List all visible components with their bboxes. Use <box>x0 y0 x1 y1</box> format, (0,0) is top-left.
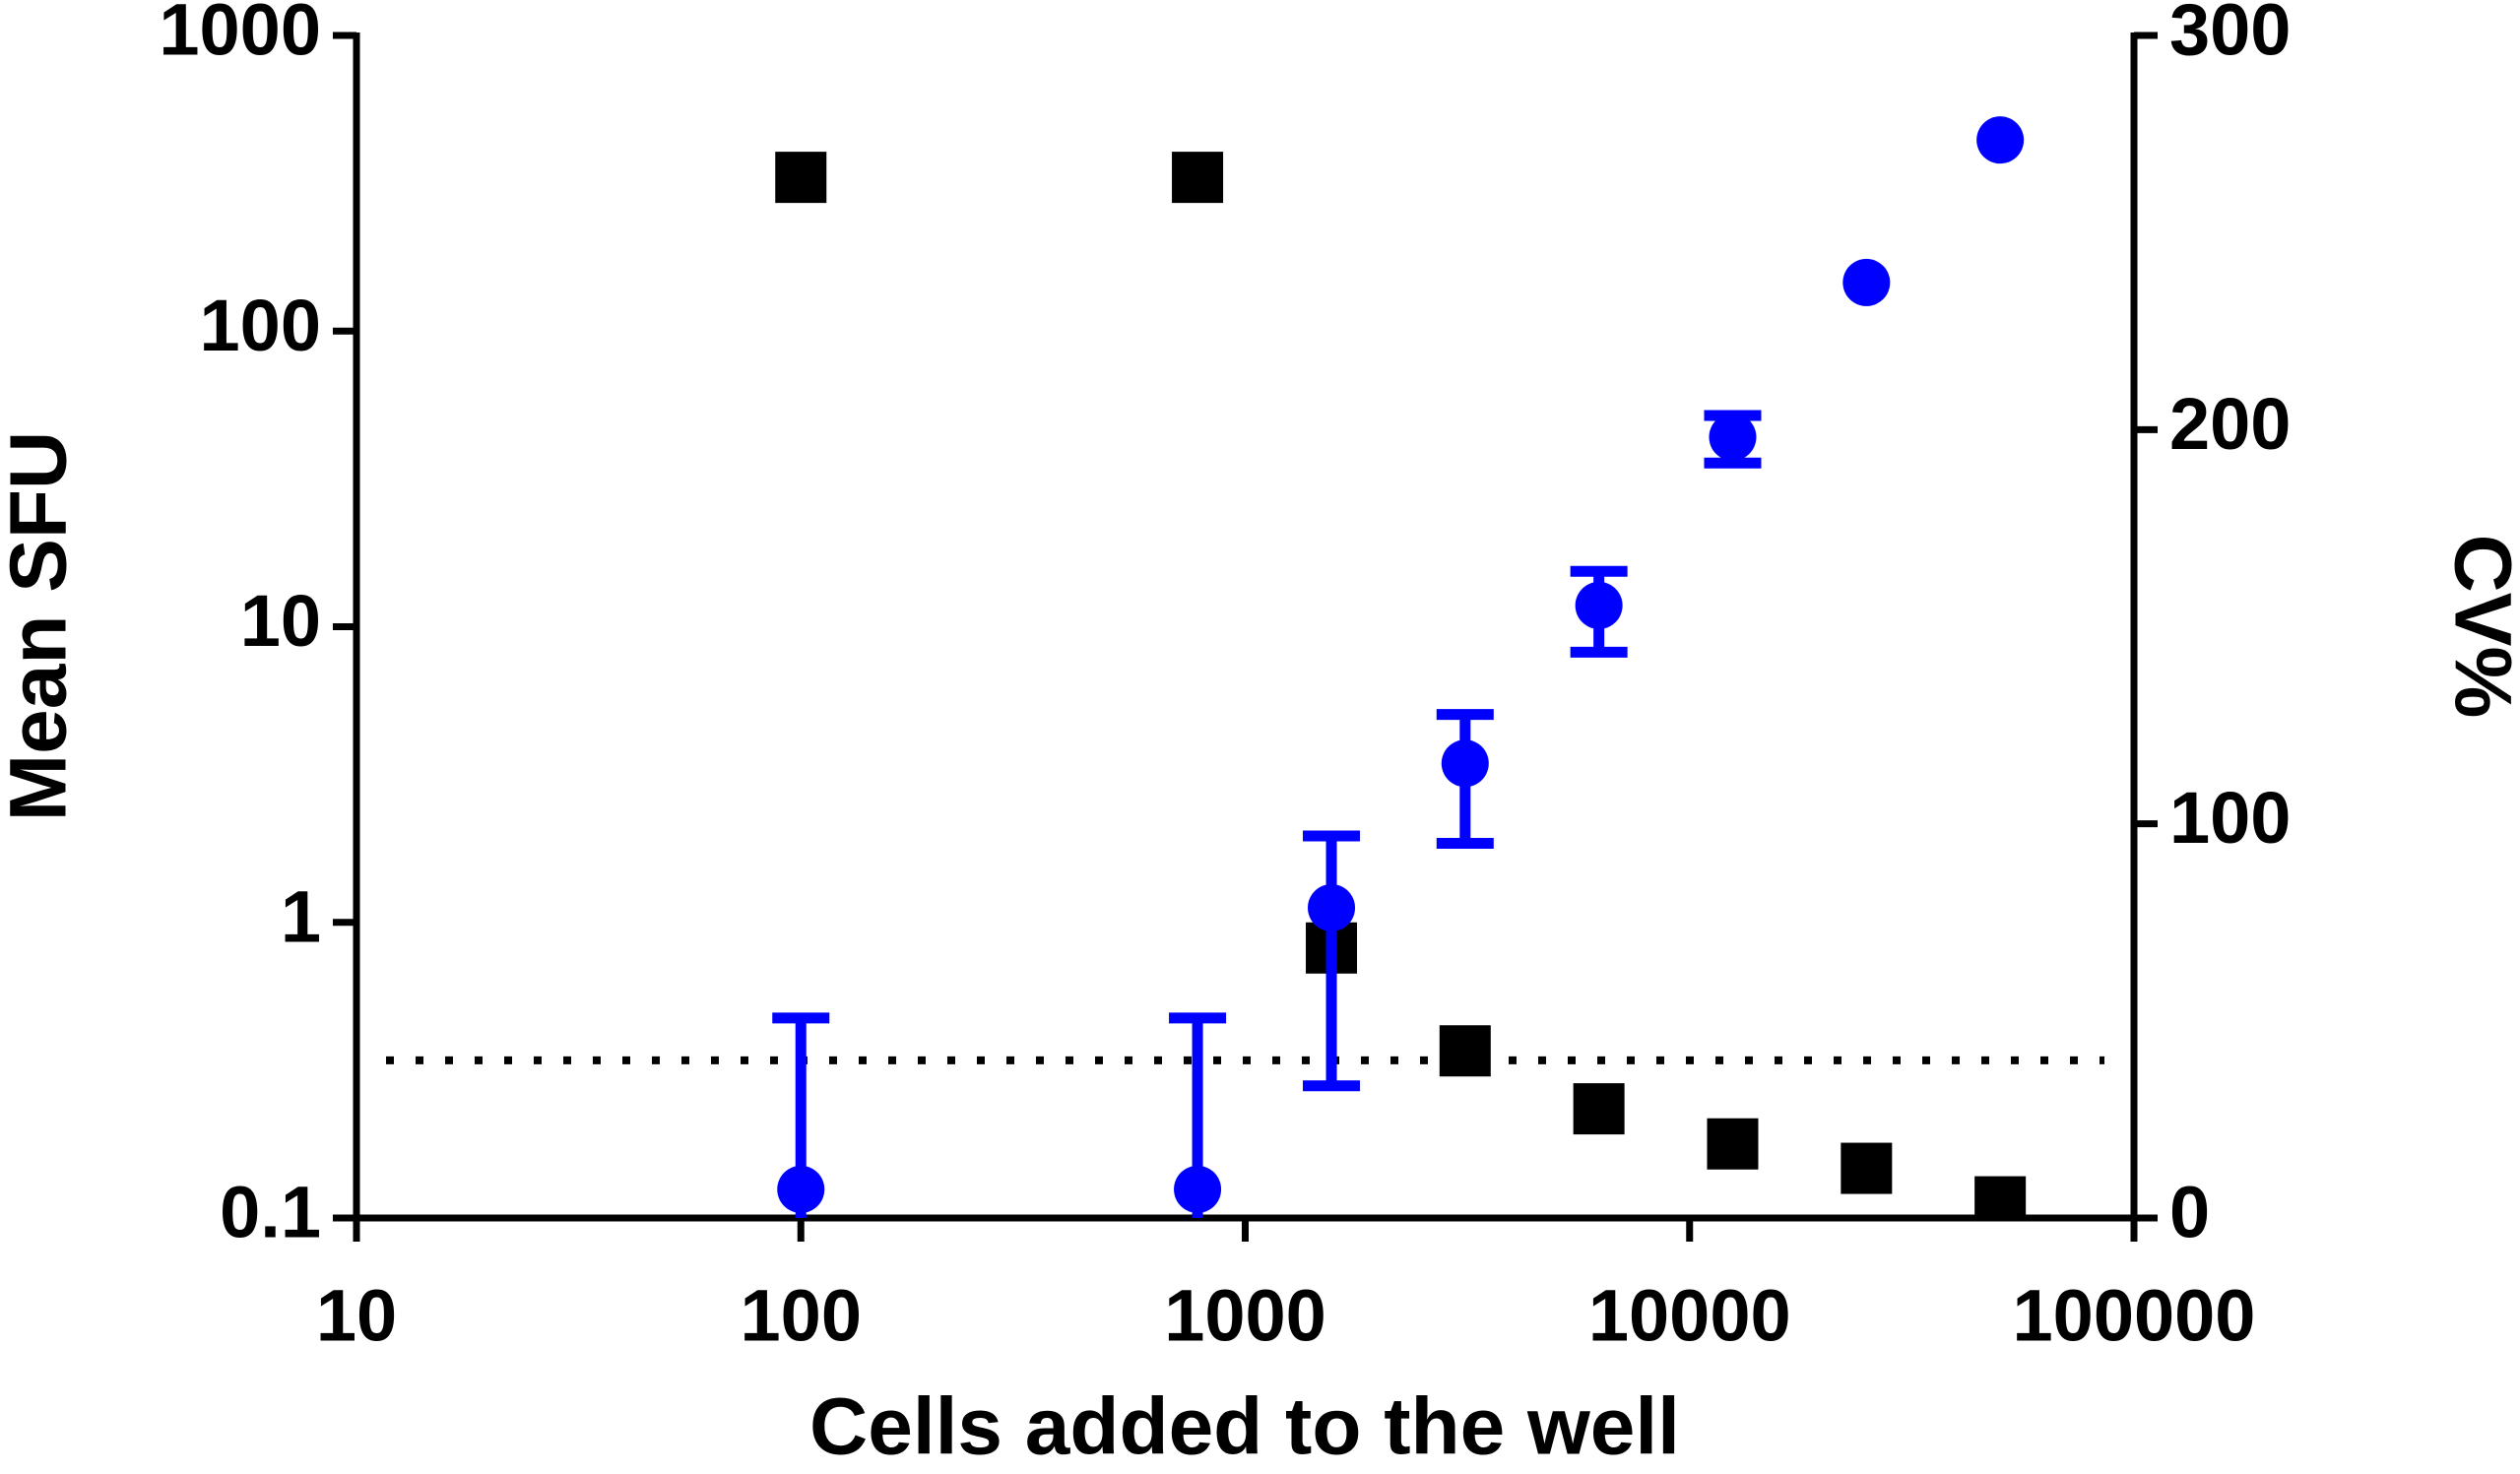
x-axis-label: Cells added to the well <box>809 1382 1680 1472</box>
y-tick-label: 100 <box>200 285 321 366</box>
x-tick-label: 100 <box>741 1275 862 1357</box>
y-axis-label: Mean SFU <box>0 431 84 821</box>
y-tick-label: 10 <box>240 580 321 662</box>
error-bar <box>1303 830 1361 1092</box>
plot-area <box>772 116 2027 1218</box>
circle-marker <box>1842 258 1891 306</box>
x-tick-label: 10000 <box>1588 1275 1791 1357</box>
circle-marker <box>1174 1165 1222 1213</box>
y-tick-label: 1000 <box>159 0 321 71</box>
x-tick-label: 100000 <box>2013 1275 2256 1357</box>
y2-tick-label: 100 <box>2169 777 2291 859</box>
error-bar <box>772 1012 830 1218</box>
circle-marker <box>1575 581 1623 629</box>
circle-marker <box>1441 739 1489 788</box>
y2-tick-label: 200 <box>2169 383 2291 465</box>
circle-marker <box>777 1165 825 1213</box>
y2-tick-label: 0 <box>2169 1172 2210 1253</box>
x-tick-label: 1000 <box>1164 1275 1326 1357</box>
square-marker <box>1439 1025 1491 1077</box>
y-tick-label: 1 <box>281 875 321 957</box>
y-tick-label: 0.1 <box>220 1172 321 1253</box>
square-marker <box>1707 1118 1759 1170</box>
circle-marker <box>1709 413 1757 461</box>
x-tick-label: 10 <box>316 1275 397 1357</box>
square-marker <box>1172 152 1224 204</box>
square-marker <box>1573 1083 1625 1135</box>
square-marker <box>1974 1176 2027 1218</box>
y2-axis-label: CV% <box>2437 535 2520 719</box>
y2-tick-label: 300 <box>2169 0 2291 71</box>
square-marker <box>1841 1142 1893 1194</box>
square-marker <box>775 152 827 204</box>
circle-marker <box>1308 883 1356 931</box>
error-bar <box>1169 1012 1227 1218</box>
circle-marker <box>1976 116 2025 164</box>
